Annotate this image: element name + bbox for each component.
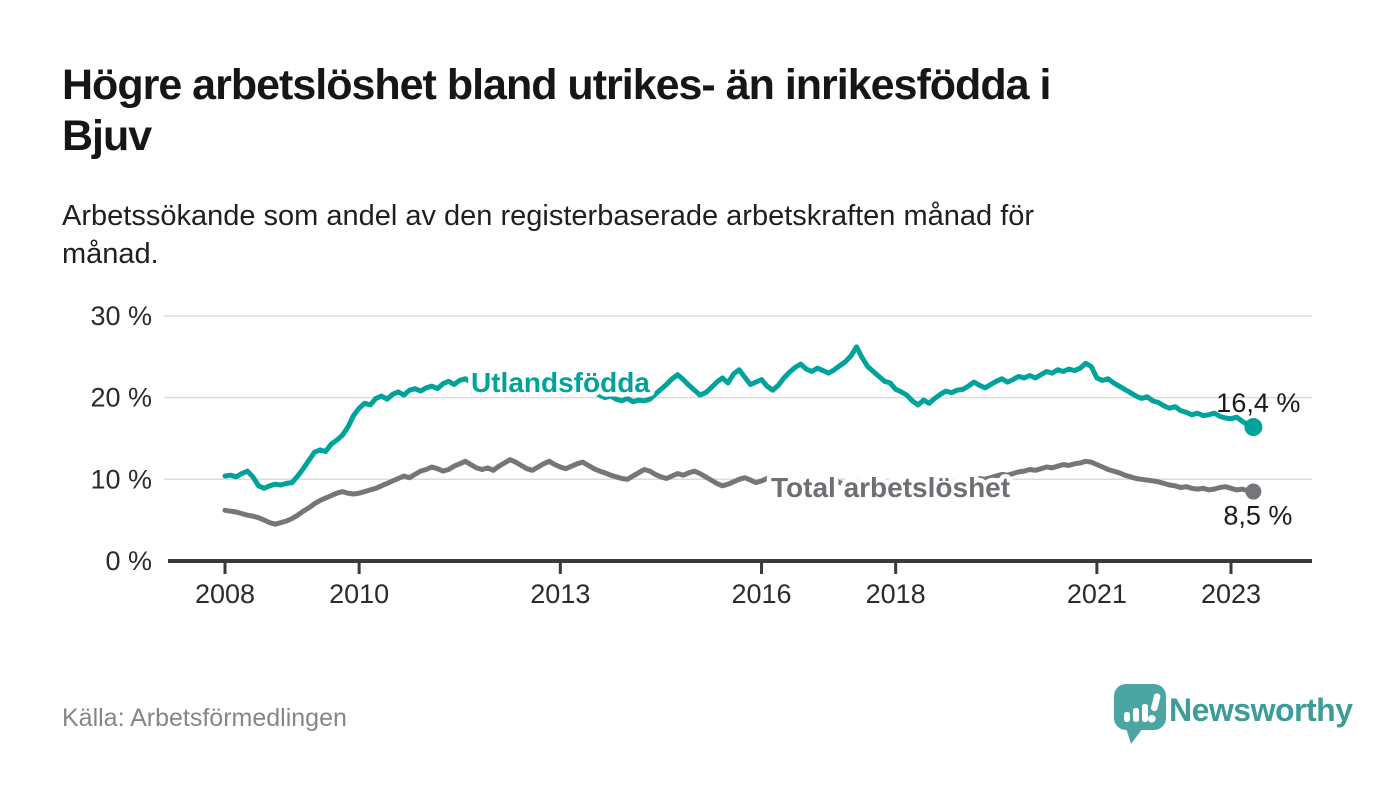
chart-title: Högre arbetslöshet bland utrikes- än inr…: [62, 60, 1362, 162]
x-tick-label: 2008: [195, 579, 255, 609]
x-tick-label: 2021: [1067, 579, 1127, 609]
series-line-1: [222, 344, 1256, 491]
x-tick-label: 2023: [1201, 579, 1261, 609]
series-end-dot-2: [1245, 483, 1262, 500]
source-note: Källa: Arbetsförmedlingen: [62, 704, 347, 732]
x-tick-label: 2010: [329, 579, 389, 609]
x-tick-label: 2018: [866, 579, 926, 609]
x-tick-label: 2016: [731, 579, 791, 609]
y-tick-label: 30 %: [90, 301, 152, 331]
y-tick-label: 0 %: [105, 546, 152, 576]
chart-title-line2: Bjuv: [62, 112, 152, 160]
series-label-halo-2: Total arbetslöshet: [771, 472, 1010, 503]
y-tick-label: 20 %: [90, 383, 152, 413]
series-label-2: Total arbetslöshet: [771, 472, 1010, 503]
series-end-value-1: 16,4 %: [1216, 388, 1300, 418]
chart-title-line1: Högre arbetslöshet bland utrikes- än inr…: [62, 61, 1051, 109]
x-tick-label: 2013: [530, 579, 590, 609]
series-end-value-2: 8,5 %: [1223, 501, 1292, 531]
chart-subtitle-line2: månad.: [62, 238, 159, 270]
newsworthy-logo: Newsworthy: [1112, 682, 1353, 746]
chart-subtitle: Arbetssökande som andel av den registerb…: [62, 197, 1362, 273]
newsworthy-logo-icon: [1114, 684, 1166, 744]
exclamation-mark: [1148, 693, 1161, 723]
chart-subtitle-line1: Arbetssökande som andel av den registerb…: [62, 200, 1035, 232]
series-line-2: [222, 457, 1256, 527]
series-end-dot-1: [1244, 418, 1263, 437]
newsworthy-logo-text: Newsworthy: [1169, 692, 1353, 728]
series-label-halo-1: Utlandsfödda: [471, 367, 650, 398]
series-label-1: Utlandsfödda: [471, 367, 650, 398]
y-tick-label: 10 %: [90, 464, 152, 494]
